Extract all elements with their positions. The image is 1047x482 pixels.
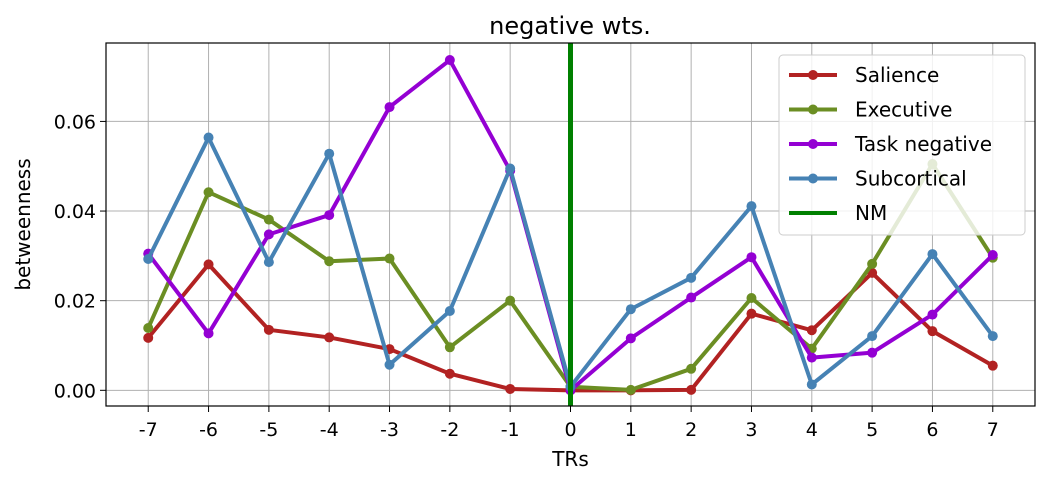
data-point <box>203 187 214 198</box>
data-point <box>686 272 697 283</box>
data-point <box>746 308 757 319</box>
x-tick-label: 7 <box>987 419 999 441</box>
data-point <box>806 379 817 390</box>
data-point <box>806 352 817 363</box>
y-tick-label: 0.06 <box>54 111 96 133</box>
data-point <box>867 331 878 342</box>
x-tick-label: -3 <box>380 419 399 441</box>
data-point <box>263 257 274 268</box>
data-point <box>746 201 757 212</box>
x-tick-label: 5 <box>866 419 878 441</box>
data-point <box>384 253 395 264</box>
data-point <box>686 363 697 374</box>
data-point <box>143 254 154 265</box>
data-point <box>143 332 154 343</box>
x-tick-label: 0 <box>564 419 576 441</box>
data-point <box>987 360 998 371</box>
x-tick-label: -1 <box>501 419 520 441</box>
plot-area <box>143 43 998 406</box>
x-axis-ticks: -7 -6 -5 -4 -3 -2 -1 0 1 2 3 4 5 6 7 <box>139 406 999 441</box>
data-point <box>203 132 214 143</box>
data-point <box>444 368 455 379</box>
y-axis-label: betweenness <box>11 158 35 290</box>
y-tick-label: 0.04 <box>54 201 96 223</box>
data-point <box>505 163 516 174</box>
x-tick-label: -6 <box>199 419 218 441</box>
data-point <box>927 309 938 320</box>
data-point <box>384 102 395 113</box>
data-point <box>203 328 214 339</box>
x-axis-label: TRs <box>551 447 589 471</box>
data-point <box>505 295 516 306</box>
legend-box <box>778 54 1026 236</box>
legend-entry: Salience <box>789 63 939 87</box>
data-point <box>263 229 274 240</box>
data-point <box>203 259 214 270</box>
x-tick-label: -2 <box>440 419 459 441</box>
legend: Salience Executive Task negative Subcortica… <box>778 54 1026 236</box>
legend-swatch-marker <box>808 104 818 115</box>
x-tick-label: -7 <box>139 419 158 441</box>
data-point <box>143 323 154 334</box>
data-point <box>324 332 335 343</box>
data-point <box>384 359 395 370</box>
legend-label: Subcortical <box>855 167 967 191</box>
data-point <box>263 214 274 225</box>
legend-entry: Task negative <box>789 132 992 156</box>
x-tick-label: 1 <box>625 419 637 441</box>
data-point <box>867 258 878 269</box>
x-tick-label: -4 <box>320 419 339 441</box>
y-tick-label: 0.00 <box>54 380 96 402</box>
legend-label: NM <box>855 201 887 225</box>
chart-title: negative wts. <box>489 12 651 40</box>
legend-entry: Executive <box>789 98 952 122</box>
legend-entry: Subcortical <box>789 167 967 191</box>
x-tick-label: 2 <box>685 419 697 441</box>
data-point <box>625 384 636 395</box>
data-point <box>505 383 516 394</box>
data-point <box>927 249 938 260</box>
legend-swatch-marker <box>808 139 818 149</box>
data-point <box>806 325 817 336</box>
legend-label: Salience <box>855 63 939 87</box>
data-point <box>927 326 938 337</box>
data-point <box>263 324 274 335</box>
data-point <box>625 333 636 344</box>
data-point <box>686 292 697 303</box>
x-tick-label: 3 <box>745 419 757 441</box>
legend-label: Task negative <box>854 132 992 156</box>
data-point <box>686 384 697 395</box>
y-tick-label: 0.02 <box>54 291 96 313</box>
data-point <box>625 304 636 315</box>
legend-entry: NM <box>789 201 887 225</box>
data-point <box>324 256 335 267</box>
data-point <box>746 292 757 303</box>
data-point <box>746 252 757 263</box>
data-point <box>867 347 878 358</box>
x-tick-label: 6 <box>926 419 938 441</box>
data-point <box>324 210 335 221</box>
legend-swatch-marker <box>808 70 818 80</box>
data-point <box>324 148 335 159</box>
data-point <box>444 342 455 353</box>
y-axis-ticks: 0.00 0.02 0.04 0.06 <box>54 111 106 402</box>
x-tick-label: -5 <box>259 419 278 441</box>
legend-swatch-marker <box>808 173 818 184</box>
data-point <box>987 331 998 342</box>
data-point <box>987 249 998 260</box>
data-point <box>444 305 455 316</box>
data-point <box>444 55 455 66</box>
legend-label: Executive <box>855 98 952 122</box>
x-tick-label: 4 <box>806 419 818 441</box>
